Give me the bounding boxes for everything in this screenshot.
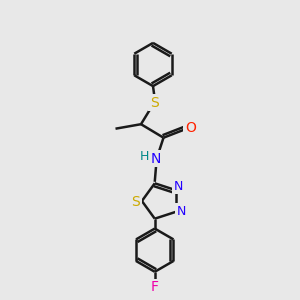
Text: N: N xyxy=(177,205,186,218)
Text: F: F xyxy=(151,280,159,294)
Text: H: H xyxy=(140,150,149,163)
Text: S: S xyxy=(131,195,140,208)
Text: S: S xyxy=(150,96,159,110)
Text: N: N xyxy=(173,180,183,193)
Text: O: O xyxy=(185,121,196,135)
Text: N: N xyxy=(151,152,161,166)
